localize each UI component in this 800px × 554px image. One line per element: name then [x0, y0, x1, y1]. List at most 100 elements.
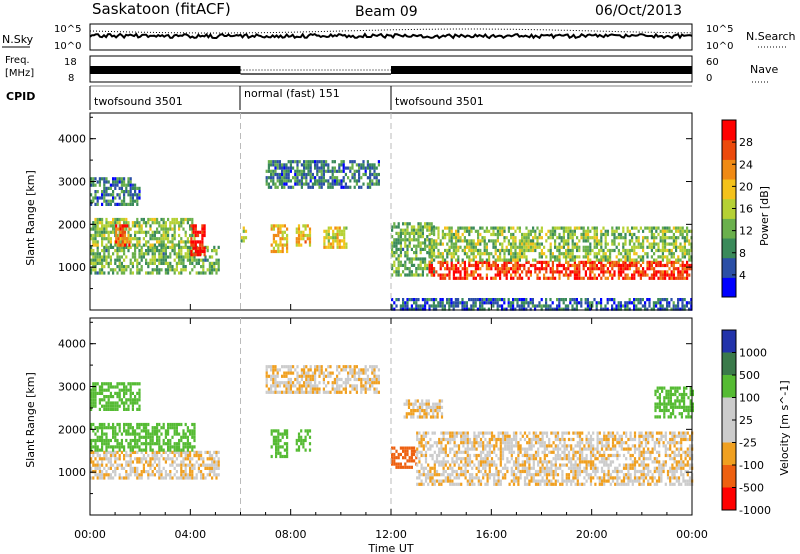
echo-cell [406, 301, 409, 305]
echo-cell [521, 236, 524, 240]
echo-cell [156, 230, 159, 234]
echo-cell [276, 384, 279, 388]
echo-cell [495, 473, 498, 477]
echo-cell [428, 242, 431, 246]
echo-cell [134, 243, 137, 247]
echo-cell [369, 185, 372, 189]
echo-cell [295, 243, 298, 247]
echo-cell [558, 252, 561, 256]
echo-cell [609, 258, 612, 262]
echo-cell [482, 441, 485, 445]
echo-cell [90, 183, 93, 187]
echo-cell [196, 240, 200, 244]
echo-cell [201, 243, 204, 247]
echo-cell [444, 226, 447, 230]
echo-cell [96, 382, 99, 386]
echo-cell [295, 448, 298, 452]
echo-cell [136, 199, 139, 203]
echo-cell [180, 271, 183, 275]
echo-cell [416, 434, 419, 438]
echo-cell [184, 463, 187, 467]
echo-cell [94, 445, 97, 449]
echo-cell [517, 482, 520, 486]
echo-cell [323, 242, 326, 246]
echo-cell [129, 196, 132, 200]
echo-cell [551, 226, 554, 230]
echo-cell [494, 242, 497, 246]
echo-cell [158, 230, 161, 234]
echo-cell [129, 463, 132, 467]
noise-left-tick-top: 10^5 [54, 24, 81, 35]
echo-cell [435, 444, 439, 448]
echo-cell [528, 441, 531, 445]
echo-cell [366, 185, 369, 189]
echo-cell [538, 255, 541, 259]
echo-cell [98, 230, 101, 234]
echo-cell [98, 261, 101, 265]
echo-cell [637, 307, 640, 311]
echo-cell [156, 245, 159, 249]
echo-cell [422, 473, 425, 477]
echo-cell [127, 463, 130, 467]
echo-cell [604, 229, 607, 233]
echo-cell [107, 422, 110, 427]
echo-cell [589, 229, 592, 233]
echo-cell [549, 245, 552, 249]
echo-cell [482, 476, 485, 480]
echo-cell [496, 255, 499, 259]
echo-cell [488, 473, 491, 477]
echo-cell [460, 434, 463, 438]
echo-cell [635, 258, 638, 262]
echo-cell [371, 182, 374, 186]
echo-cell [417, 238, 420, 242]
echo-cell [666, 248, 669, 253]
echo-cell [417, 304, 420, 308]
echo-cell [492, 239, 495, 243]
echo-cell [626, 301, 629, 305]
echo-cell [460, 441, 463, 445]
echo-cell [421, 273, 424, 277]
echo-cell [244, 229, 248, 233]
echo-cell [333, 182, 336, 186]
echo-cell [661, 232, 664, 237]
echo-cell [466, 255, 469, 259]
echo-cell [527, 270, 530, 274]
echo-cell [421, 307, 424, 311]
echo-cell [591, 248, 594, 253]
echo-cell [92, 243, 95, 247]
echo-cell [164, 457, 167, 461]
echo-cell [134, 193, 137, 197]
echo-cell [441, 307, 444, 311]
echo-cell [270, 169, 273, 173]
echo-cell [424, 434, 428, 438]
echo-cell [438, 453, 441, 458]
echo-cell [487, 307, 490, 311]
echo-cell [624, 263, 627, 268]
echo-cell [397, 263, 400, 267]
echo-cell [637, 229, 640, 233]
echo-cell [517, 463, 520, 467]
echo-cell [283, 224, 286, 228]
echo-cell [107, 426, 110, 430]
echo-cell [107, 249, 110, 253]
echo-cell [479, 276, 482, 280]
echo-cell [683, 242, 686, 246]
echo-cell [158, 268, 161, 272]
echo-cell [442, 434, 445, 438]
echo-cell [107, 404, 110, 408]
echo-cell [683, 298, 686, 302]
echo-cell [325, 384, 328, 388]
echo-cell [474, 242, 477, 246]
echo-cell [482, 444, 485, 448]
echo-cell [410, 231, 413, 235]
echo-cell [422, 434, 425, 438]
echo-cell [523, 298, 526, 302]
echo-cell [602, 267, 605, 271]
echo-cell [604, 236, 607, 240]
echo-cell [408, 231, 411, 235]
echo-cell [507, 298, 510, 302]
echo-cell [377, 377, 380, 382]
echo-cell [617, 252, 620, 256]
echo-cell [562, 301, 565, 305]
echo-cell [419, 257, 422, 261]
